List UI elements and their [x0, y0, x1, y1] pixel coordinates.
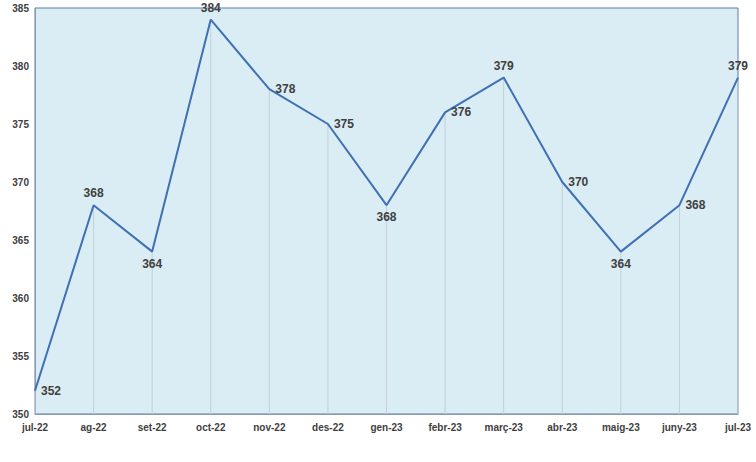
svg-text:370: 370 — [12, 177, 29, 188]
svg-text:355: 355 — [12, 351, 29, 362]
svg-text:350: 350 — [12, 409, 29, 420]
svg-text:368: 368 — [685, 198, 705, 212]
svg-text:376: 376 — [451, 105, 471, 119]
svg-text:ag-22: ag-22 — [81, 422, 108, 433]
svg-text:368: 368 — [84, 186, 104, 200]
svg-text:gen-23: gen-23 — [370, 422, 403, 433]
svg-text:370: 370 — [568, 175, 588, 189]
svg-text:378: 378 — [275, 82, 295, 96]
svg-text:jul-23: jul-23 — [724, 422, 752, 433]
svg-text:352: 352 — [41, 384, 61, 398]
svg-text:febr-23: febr-23 — [428, 422, 462, 433]
svg-text:384: 384 — [201, 1, 221, 15]
svg-text:364: 364 — [611, 257, 631, 271]
svg-text:jul-22: jul-22 — [21, 422, 49, 433]
svg-text:oct-22: oct-22 — [196, 422, 226, 433]
svg-text:379: 379 — [728, 59, 748, 73]
svg-text:set-22: set-22 — [138, 422, 167, 433]
svg-text:des-22: des-22 — [312, 422, 344, 433]
svg-text:març-23: març-23 — [484, 422, 523, 433]
svg-text:375: 375 — [12, 119, 29, 130]
svg-text:nov-22: nov-22 — [253, 422, 286, 433]
svg-text:abr-23: abr-23 — [547, 422, 577, 433]
svg-text:379: 379 — [494, 59, 514, 73]
svg-text:maig-23: maig-23 — [602, 422, 640, 433]
svg-text:380: 380 — [12, 61, 29, 72]
svg-text:364: 364 — [142, 257, 162, 271]
svg-text:368: 368 — [376, 210, 396, 224]
svg-text:375: 375 — [334, 117, 354, 131]
svg-text:360: 360 — [12, 293, 29, 304]
svg-text:365: 365 — [12, 235, 29, 246]
svg-text:385: 385 — [12, 3, 29, 14]
svg-text:juny-23: juny-23 — [661, 422, 697, 433]
